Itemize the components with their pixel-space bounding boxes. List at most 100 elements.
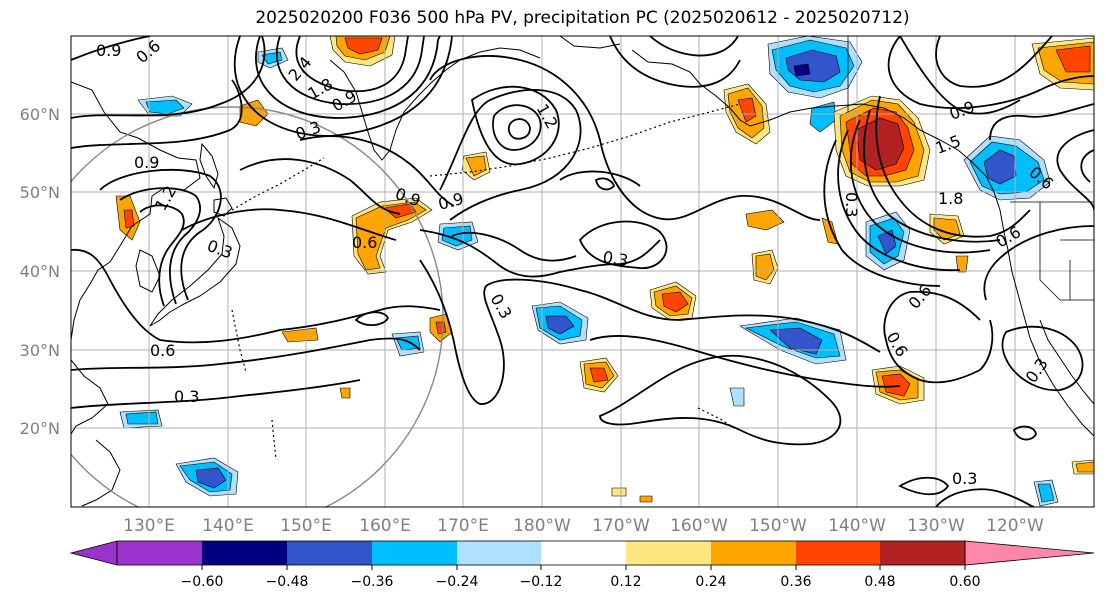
colorbar-tick-label: 0.12 [610, 574, 641, 590]
precip-negative-region [793, 63, 811, 77]
longitude-label: 170°W [592, 516, 650, 536]
colorbar-segment [711, 541, 796, 565]
coastline-kamchatka [329, 47, 541, 161]
pv-contour [71, 248, 441, 344]
colorbar-segment [117, 541, 202, 565]
longitude-label: 150°E [280, 516, 332, 536]
precip-negative-region [195, 467, 227, 489]
precip-positive-region [661, 291, 689, 313]
precip-negative-region [983, 149, 1017, 185]
pv-contour [275, 36, 425, 105]
pv-contour [1001, 325, 1084, 392]
colorbar-tick-label: 0.48 [864, 574, 895, 590]
pv-contour [989, 103, 1094, 141]
colorbar-segment [626, 541, 711, 565]
precipitation-shading [115, 36, 1094, 507]
contour-label: 0.6 [352, 233, 377, 252]
pv-contour [492, 104, 542, 151]
contour-label: 0.9 [96, 41, 121, 60]
precip-positive-region [611, 487, 627, 497]
pv-contour [899, 36, 1021, 115]
pv-contour [823, 139, 941, 287]
pv-contour [139, 204, 185, 307]
pv-contours [71, 36, 1094, 507]
precip-positive-region [435, 321, 447, 335]
pv-contour [983, 225, 1094, 301]
pv-contour [429, 55, 821, 221]
izu-islands [231, 309, 247, 373]
pv-contour [1080, 149, 1094, 183]
colorbar-ticks [201, 565, 966, 570]
precip-positive-region [745, 209, 785, 231]
latitude-label: 20°N [20, 419, 60, 438]
precip-positive-region [281, 327, 319, 343]
longitude-label: 160°W [670, 516, 728, 536]
coastline-japan [213, 197, 233, 217]
longitude-label: 150°W [749, 516, 807, 536]
coastline-north-america [1039, 319, 1094, 405]
coastline-asia [81, 439, 121, 507]
pv-contour [875, 95, 1031, 238]
precip-positive-region [589, 367, 609, 383]
contour-label: 1.8 [938, 189, 963, 208]
colorbar-tick-label: 0.24 [695, 574, 726, 590]
pv-contour [609, 36, 741, 88]
pv-contour [935, 488, 1035, 507]
coastline-asia [71, 359, 109, 435]
longitude-label: 130°W [907, 516, 965, 536]
pv-contour [599, 355, 842, 446]
contour-label: 0.6 [150, 341, 175, 360]
pv-contour [559, 170, 641, 187]
colorbar-tick-label: −0.24 [436, 574, 479, 590]
colorbar-tick-label: 0.60 [949, 574, 980, 590]
state-border [1039, 202, 1094, 301]
pv-contour [295, 36, 409, 93]
precip-positive-region [855, 117, 905, 171]
map-title: 2025020200 F036 500 hPa PV, precipitatio… [255, 8, 910, 28]
pv-contour [451, 232, 577, 262]
pv-contour [419, 259, 881, 405]
pv-contour [849, 119, 991, 254]
colorbar-tick-label: −0.36 [351, 574, 394, 590]
precip-positive-region [123, 209, 135, 229]
longitude-label: 180°W [513, 516, 571, 536]
colorbar-segment [202, 541, 287, 565]
pv-contour [181, 208, 397, 241]
pv-contour [71, 79, 243, 149]
hawaiian-islands [697, 407, 735, 429]
contour-label: 0.3 [601, 247, 629, 270]
political-borders [847, 36, 1094, 301]
precip-positive-region [881, 373, 911, 397]
precip-positive-region [344, 37, 383, 55]
coastline-japan [149, 216, 241, 327]
pv-contour [935, 36, 1053, 88]
pv-contour [71, 36, 151, 61]
coastline-north-america [1003, 231, 1094, 437]
colorbar-extend-high [964, 540, 1095, 566]
contour-label: 0.9 [134, 153, 159, 172]
colorbar-segment [287, 541, 372, 565]
coastline-sakhalin [199, 142, 219, 190]
pv-contour [419, 229, 661, 278]
pv-contour [589, 335, 901, 388]
pv-contour [1056, 129, 1094, 211]
contour-label: 0.3 [952, 469, 977, 488]
coastline-korea [135, 249, 161, 293]
precip-negative-region [125, 411, 159, 425]
colorbar-tick-label: −0.60 [181, 574, 224, 590]
precip-positive-region [755, 253, 775, 281]
pv-contour [1012, 425, 1037, 441]
precip-negative-region [1037, 483, 1055, 503]
coastline-chukotka [559, 36, 621, 49]
pv-contour [837, 129, 961, 272]
pv-contour [887, 36, 1094, 109]
pv-contour [71, 36, 266, 119]
pv-contour [299, 135, 455, 207]
pv-contour [354, 311, 390, 326]
precip-positive-region [955, 255, 969, 273]
precip-positive-region [1055, 45, 1091, 73]
latitude-label: 40°N [20, 262, 60, 281]
longitude-axis: 130°E 140°E 150°E 160°E 170°E 180°W 170°… [123, 516, 1044, 536]
longitude-label: 120°W [986, 516, 1044, 536]
